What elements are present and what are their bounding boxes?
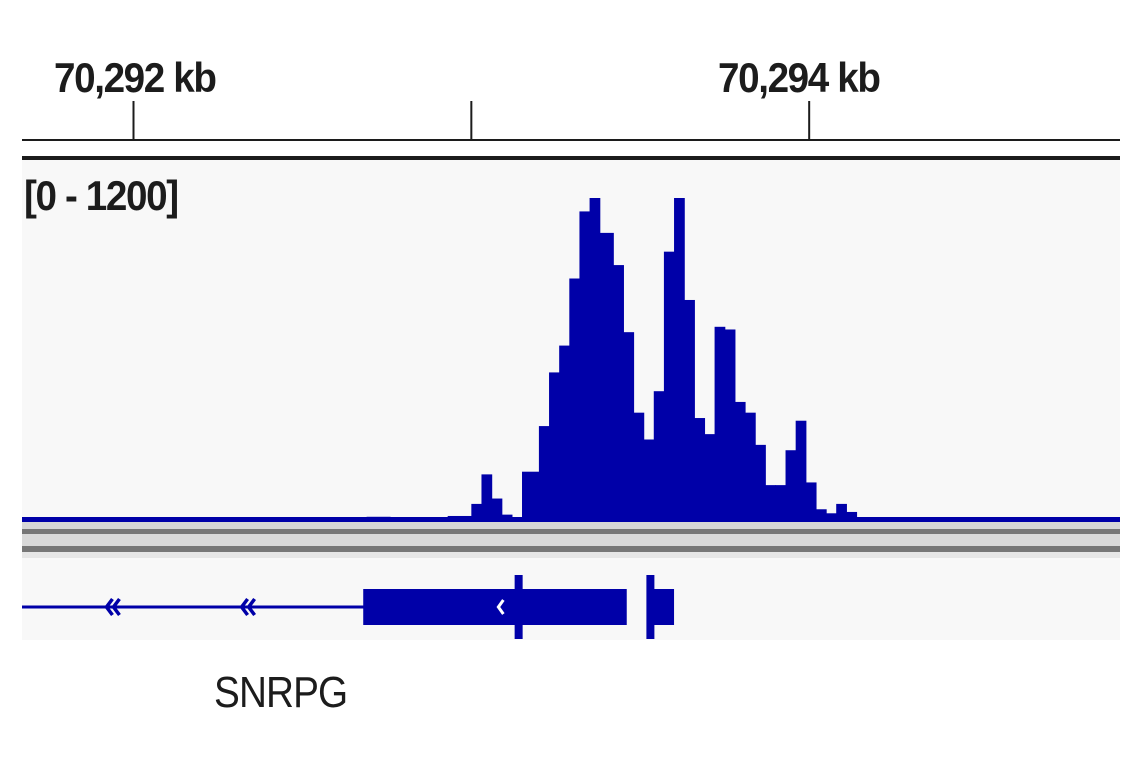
- gene-exon-1: [518, 589, 627, 625]
- signal-baseline: [22, 517, 1120, 522]
- separator-dark-1: [22, 529, 1120, 534]
- signal-bar-9: [559, 345, 570, 520]
- signal-bar-29: [765, 485, 776, 520]
- signal-bar-3: [491, 498, 503, 520]
- separator-light-2: [22, 534, 1120, 546]
- signal-bar-36: [836, 503, 847, 520]
- signal-bar-17: [643, 439, 655, 520]
- signal-bar-35: [826, 513, 837, 520]
- data-range-label: [0 - 1200]: [24, 172, 179, 219]
- signal-bar-13: [599, 232, 614, 520]
- signal-bar-11: [579, 211, 591, 520]
- signal-bar-34: [815, 509, 827, 520]
- signal-bar-2: [481, 474, 493, 520]
- signal-bar-7: [538, 426, 550, 520]
- signal-bar-25: [724, 329, 736, 520]
- signal-bar-21: [684, 299, 695, 520]
- signal-bar-31: [785, 450, 797, 520]
- gene-intron-line: [22, 605, 607, 609]
- signal-bar-19: [663, 251, 675, 520]
- signal-bar-6: [522, 471, 540, 520]
- signal-bar-23: [704, 434, 716, 520]
- signal-bar-18: [653, 391, 665, 520]
- signal-bar-10: [569, 278, 581, 520]
- strand-arrow-in-exon: [496, 599, 505, 615]
- gene-name-label: SNRPG: [214, 668, 348, 717]
- signal-bar-12: [589, 198, 601, 520]
- gene-exon-boundary-1: [646, 575, 655, 639]
- signal-bar-33: [805, 482, 817, 520]
- signal-bar-8: [549, 372, 560, 520]
- signal-bar-20: [674, 198, 685, 520]
- signal-bar-30: [775, 485, 787, 520]
- track-top-border: [22, 156, 1120, 160]
- signal-bar-26: [734, 401, 746, 520]
- strand-arrow-0: [104, 597, 121, 617]
- signal-bar-22: [694, 418, 706, 520]
- strand-arrow-1: [239, 597, 256, 617]
- separator-light-1: [22, 522, 1120, 530]
- signal-bar-32: [795, 420, 807, 520]
- gene-exon-boundary-0: [514, 575, 523, 639]
- ruler-label-right: 70,294 kb: [718, 54, 881, 101]
- signal-bar-27: [744, 412, 756, 520]
- separator-light-3: [22, 552, 1120, 558]
- signal-bar-15: [623, 332, 635, 520]
- gene-exon-2: [650, 589, 675, 625]
- signal-bar-1: [471, 503, 483, 520]
- separator-dark-2: [22, 546, 1120, 552]
- signal-bar-24: [714, 326, 726, 520]
- signal-bar-37: [846, 511, 858, 520]
- gene-exon-0: [363, 589, 519, 625]
- signal-bar-14: [613, 265, 624, 520]
- ruler-label-left: 70,292 kb: [54, 54, 217, 101]
- signal-bar-28: [755, 444, 766, 520]
- signal-bar-16: [633, 412, 645, 520]
